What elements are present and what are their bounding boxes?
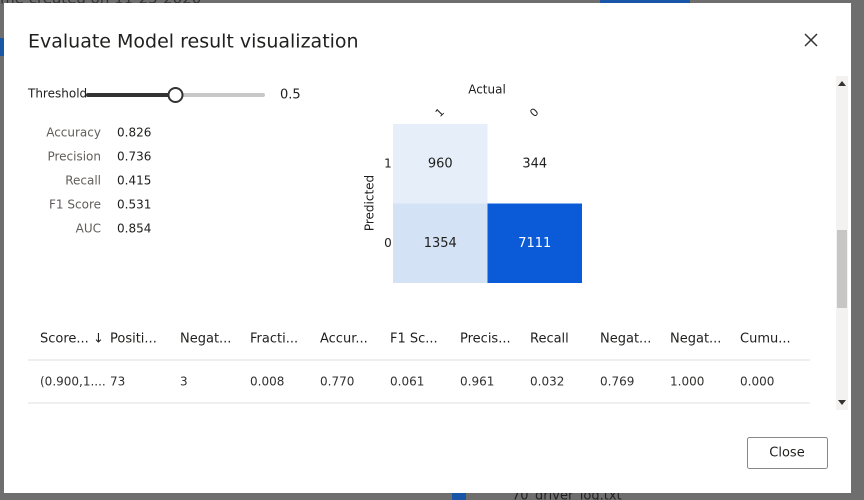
column-header[interactable]: Score... ↓ bbox=[40, 332, 104, 347]
table-cell: 0.008 bbox=[250, 375, 284, 389]
column-header[interactable]: Negat... bbox=[600, 332, 651, 347]
actual-label: Actual bbox=[468, 83, 506, 97]
background-button bbox=[600, 0, 690, 4]
column-header[interactable]: Recall bbox=[530, 332, 569, 347]
column-header[interactable]: Negat... bbox=[670, 332, 721, 347]
table-cell: 73 bbox=[110, 375, 125, 389]
matrix-cell bbox=[393, 124, 488, 204]
row-label: 1 bbox=[384, 156, 392, 170]
metric-value: 0.415 bbox=[117, 174, 151, 188]
column-header[interactable]: Negat... bbox=[180, 332, 231, 347]
metric-value: 0.826 bbox=[117, 126, 151, 140]
matrix-value: 1354 bbox=[424, 236, 457, 251]
background-text: 70_driver_log.txt bbox=[512, 489, 622, 500]
metric-value: 0.736 bbox=[117, 150, 151, 164]
metric-label: Accuracy bbox=[46, 126, 101, 140]
matrix-cell bbox=[487, 203, 582, 283]
table-cell: 3 bbox=[180, 375, 188, 389]
table-cell: 0.770 bbox=[320, 375, 354, 389]
metric-label: AUC bbox=[76, 222, 101, 236]
close-icon[interactable] bbox=[804, 33, 818, 47]
column-header[interactable]: Cumu... bbox=[740, 332, 791, 347]
threshold-value: 0.5 bbox=[280, 88, 301, 103]
column-header[interactable]: Accur... bbox=[320, 332, 368, 347]
close-button[interactable] bbox=[747, 437, 828, 469]
threshold-label: Threshold bbox=[27, 87, 87, 101]
matrix-value: 7111 bbox=[518, 236, 551, 251]
table-cell: 0.769 bbox=[600, 375, 634, 389]
matrix-value: 344 bbox=[522, 156, 547, 171]
slider-thumb[interactable] bbox=[167, 87, 184, 103]
table-cell: 0.000 bbox=[740, 375, 774, 389]
matrix-cell bbox=[393, 203, 488, 283]
table-cell: (0.900,1.... bbox=[40, 375, 106, 389]
table-cell: 0.032 bbox=[530, 375, 564, 389]
close-button-label: Close bbox=[769, 446, 804, 461]
metric-label: Recall bbox=[65, 174, 101, 188]
background-accent bbox=[0, 38, 4, 56]
predicted-label: Predicted bbox=[363, 175, 377, 231]
column-header[interactable]: Positi... bbox=[110, 332, 157, 347]
matrix-value: 960 bbox=[428, 156, 453, 171]
table-cell: 0.061 bbox=[390, 375, 424, 389]
scroll-down[interactable] bbox=[838, 400, 846, 405]
column-header[interactable]: Precis... bbox=[460, 332, 511, 347]
column-header[interactable]: F1 Sc... bbox=[390, 332, 438, 347]
metric-value: 0.531 bbox=[117, 198, 151, 212]
table-cell: 0.961 bbox=[460, 375, 494, 389]
dialog-title: Evaluate Model result visualization bbox=[28, 31, 359, 53]
table-cell: 1.000 bbox=[670, 375, 704, 389]
metric-label: F1 Score bbox=[49, 198, 101, 212]
matrix-cell bbox=[487, 124, 582, 204]
column-header[interactable]: Fracti... bbox=[250, 332, 298, 347]
metric-value: 0.854 bbox=[117, 222, 151, 236]
metric-label: Precision bbox=[47, 150, 101, 164]
scroll-up[interactable] bbox=[838, 81, 846, 86]
row-label: 0 bbox=[384, 236, 392, 250]
scrollbar-thumb[interactable] bbox=[837, 230, 847, 308]
